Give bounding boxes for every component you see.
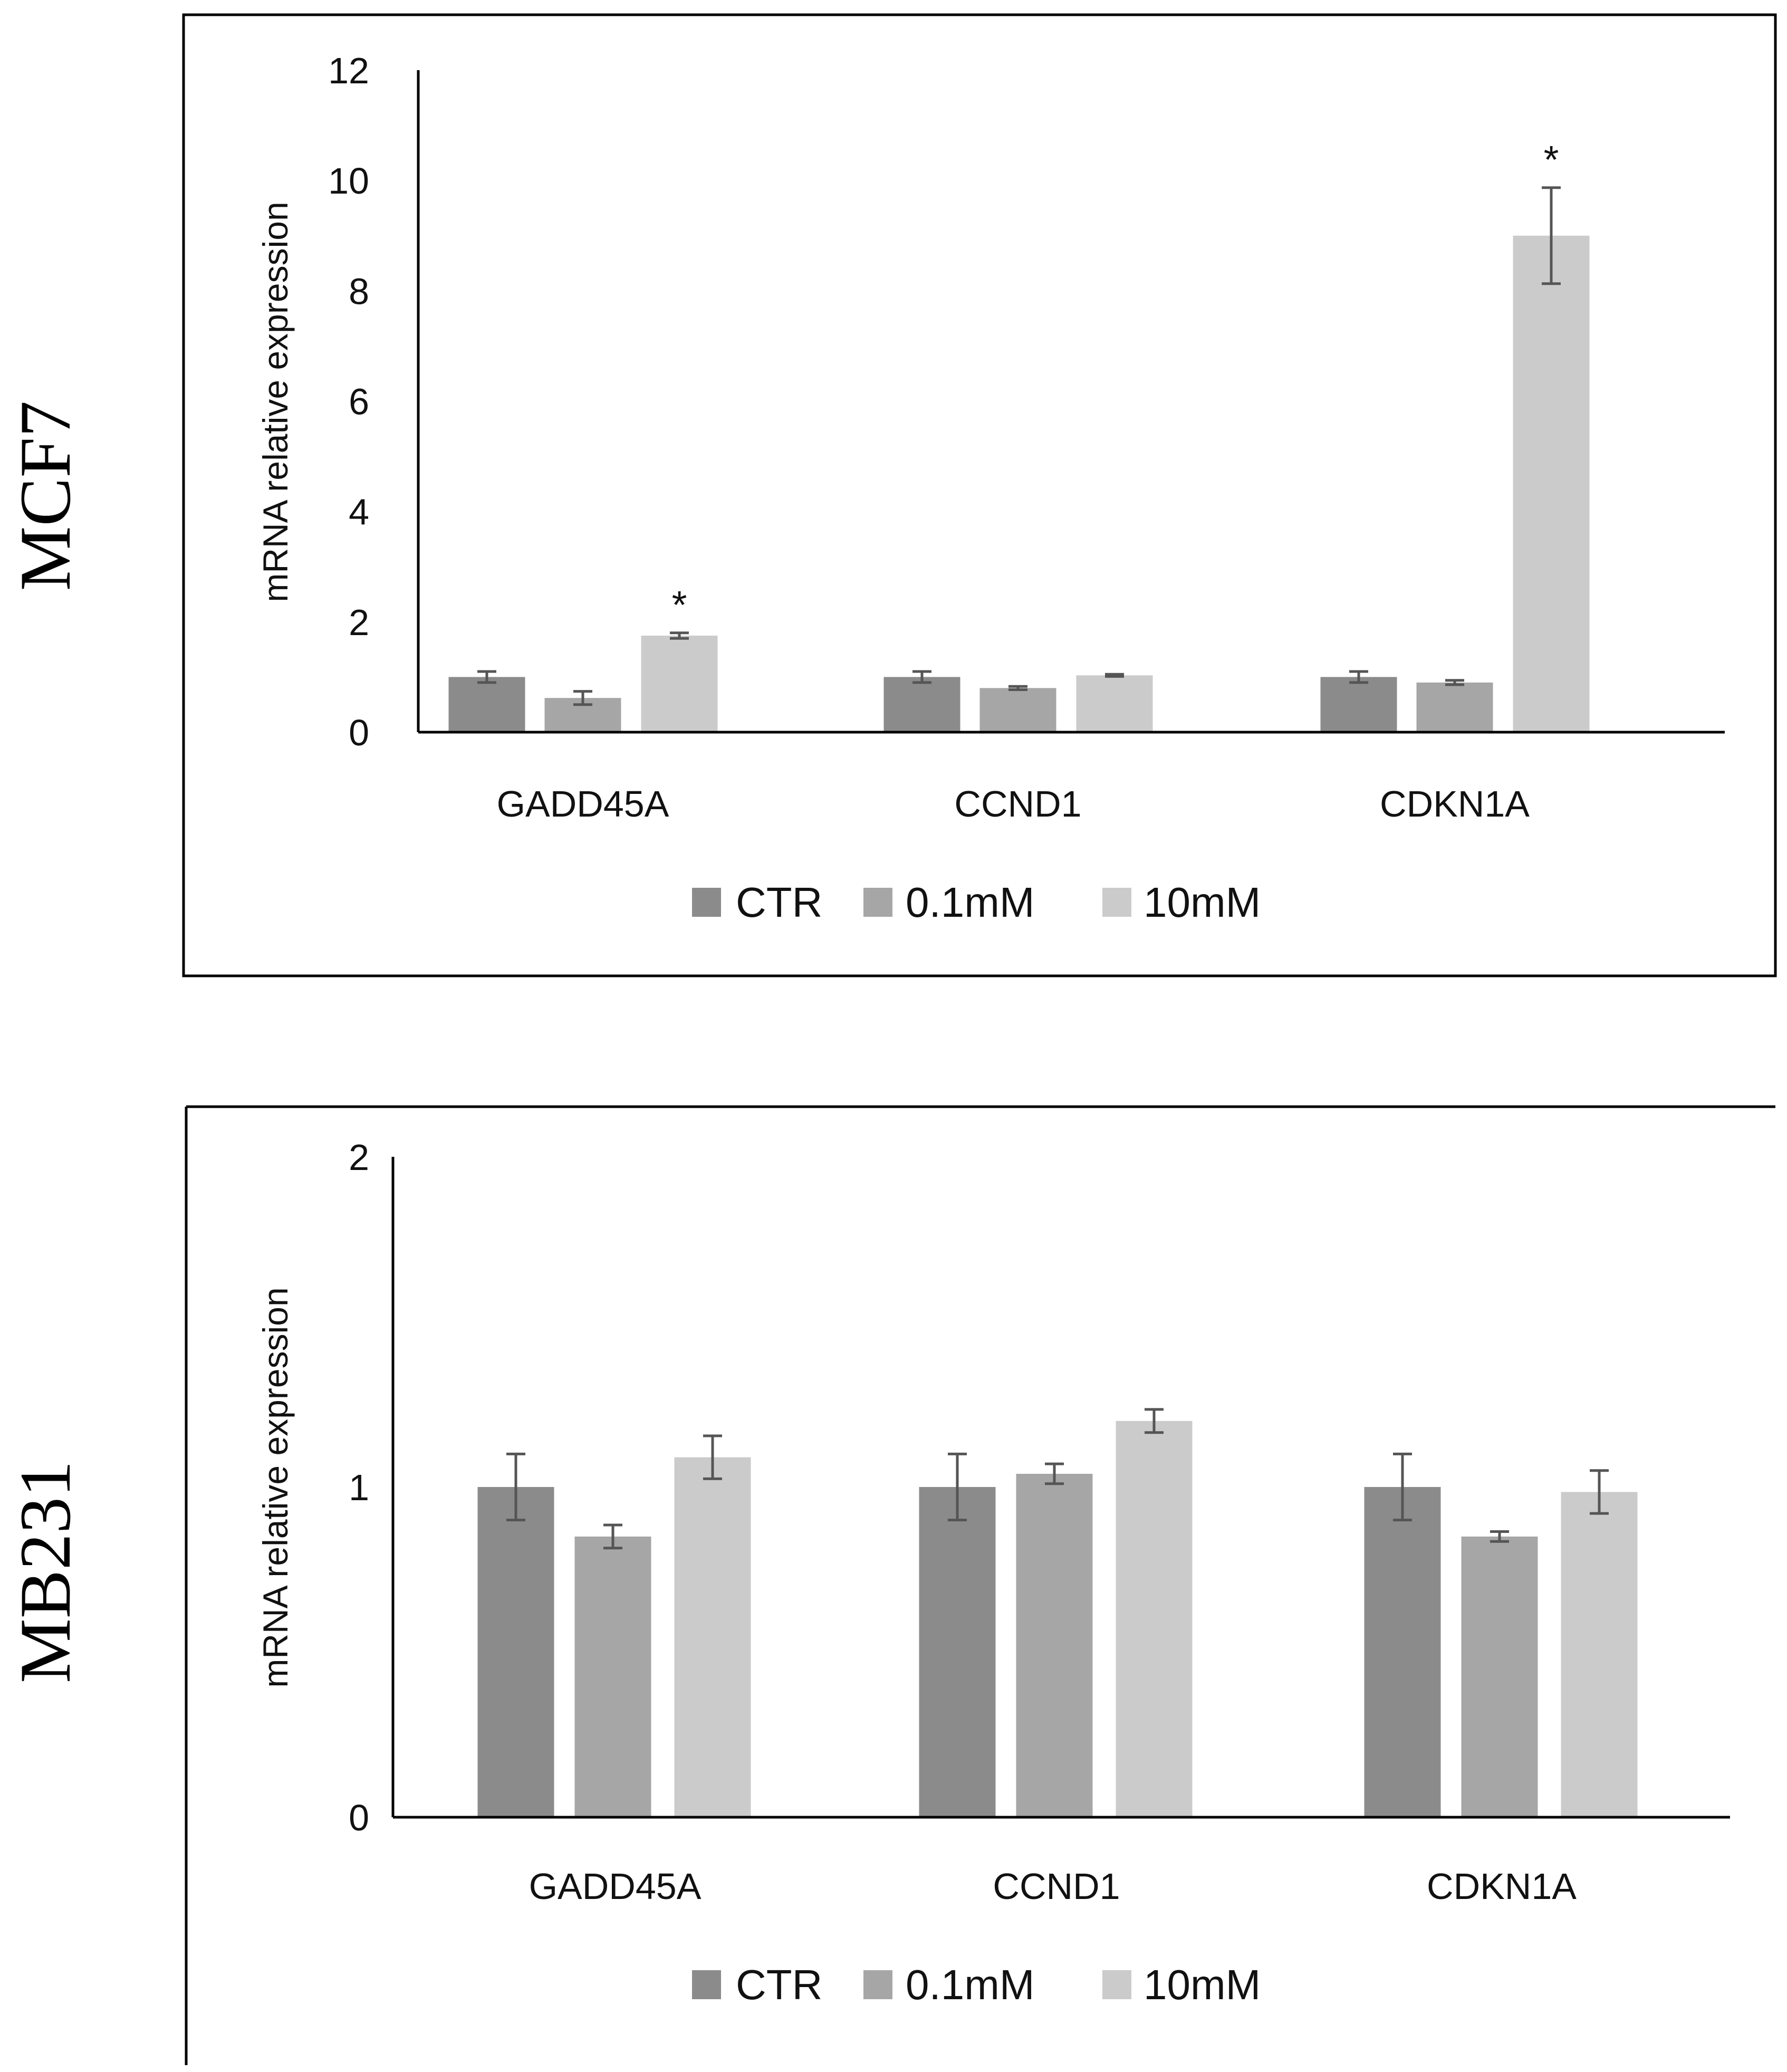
mb231-y-axis-title: mRNA relative expression — [256, 1287, 295, 1687]
mb231-error-bar — [1145, 1408, 1164, 1434]
mb231-legend-swatch — [692, 1970, 721, 1999]
mb231-error-bar — [1393, 1452, 1412, 1522]
mcf7-bar-10mm-ccnd1 — [1076, 675, 1153, 732]
mb231-error-bar — [506, 1452, 525, 1522]
mcf7-x-category-label: CCND1 — [954, 783, 1081, 824]
mcf7-y-axis-title: mRNA relative expression — [256, 202, 295, 602]
mb231-error-bar — [703, 1434, 722, 1480]
mcf7-error-bar — [1445, 679, 1464, 686]
mcf7-legend-swatch — [692, 888, 721, 917]
mb231-legend-label: CTR — [736, 1961, 822, 2008]
mcf7-bar-ctr-ccnd1 — [883, 677, 960, 732]
mb231-legend-label: 0.1mM — [906, 1961, 1035, 2008]
mcf7-legend-label: 10mM — [1144, 879, 1261, 926]
mb231-y-tick-label: 1 — [349, 1467, 369, 1508]
mcf7-bar-01mm-ccnd1 — [979, 688, 1056, 732]
mcf7-y-tick-label: 2 — [349, 602, 369, 643]
mb231-bar-01mm-gadd45a — [574, 1536, 651, 1817]
mb231-legend-swatch — [1102, 1970, 1131, 1999]
mb231-error-bar — [1045, 1462, 1064, 1485]
mb231-error-bar — [1590, 1469, 1609, 1515]
mcf7-y-tick-label: 0 — [349, 712, 369, 753]
mb231-error-bar — [603, 1523, 622, 1550]
mcf7-legend-label: 0.1mM — [906, 879, 1035, 926]
mb231-bar-ctr-gadd45a — [477, 1487, 554, 1817]
mb231-bar-ctr-ccnd1 — [919, 1487, 996, 1817]
mb231-x-category-label: CCND1 — [993, 1866, 1120, 1907]
mcf7-y-tick-label: 4 — [349, 492, 369, 533]
mcf7-chart: 0 2 4 6 8 10 12 * * GADD45A CCND1 CDKN1A CTR 0.1mM 10m… — [328, 50, 1725, 926]
mb231-bar-01mm-ccnd1 — [1016, 1473, 1093, 1817]
mcf7-error-bar — [912, 670, 931, 684]
mb231-bar-10mm-gadd45a — [674, 1457, 751, 1817]
mb231-bar-ctr-cdkn1a — [1364, 1487, 1441, 1817]
mcf7-error-bar — [1349, 670, 1368, 684]
mcf7-y-tick-label: 6 — [349, 381, 369, 423]
mb231-bar-10mm-cdkn1a — [1561, 1492, 1638, 1817]
mcf7-bar-01mm-cdkn1a — [1416, 682, 1493, 732]
mcf7-panel-label: MCF7 — [5, 401, 85, 591]
mcf7-error-bar — [670, 631, 689, 640]
mb231-error-bar — [1490, 1530, 1509, 1543]
mcf7-x-category-label: GADD45A — [497, 783, 669, 824]
mcf7-legend-swatch — [1102, 888, 1131, 917]
mcf7-significance-marker: * — [1544, 138, 1559, 181]
mb231-x-category-label: GADD45A — [529, 1866, 702, 1907]
mb231-y-tick-label: 2 — [349, 1137, 369, 1178]
mcf7-legend-swatch — [863, 888, 892, 917]
mcf7-legend-label: CTR — [736, 879, 822, 926]
mb231-panel-frame — [185, 1105, 1775, 2065]
mcf7-significance-marker: * — [672, 583, 687, 627]
mcf7-error-bar — [573, 690, 592, 706]
mcf7-bar-ctr-cdkn1a — [1320, 677, 1397, 732]
mcf7-bar-ctr-gadd45a — [448, 677, 525, 732]
mb231-bar-01mm-cdkn1a — [1461, 1536, 1538, 1817]
mb231-error-bar — [948, 1452, 967, 1522]
mb231-legend-label: 10mM — [1144, 1961, 1261, 2008]
mcf7-error-bar — [477, 670, 496, 684]
mcf7-x-category-label: CDKN1A — [1380, 783, 1530, 824]
mcf7-bar-10mm-cdkn1a — [1513, 235, 1590, 732]
mcf7-bar-10mm-gadd45a — [641, 635, 718, 732]
mb231-legend-swatch — [863, 1970, 892, 1999]
mcf7-error-bar — [1008, 685, 1027, 691]
mcf7-y-tick-label: 8 — [349, 271, 369, 312]
mb231-chart: 0 1 2 GADD45A CCND1 CDKN1A CTR 0.1mM 10mM — [349, 1137, 1730, 2008]
mcf7-error-bar — [1105, 673, 1124, 678]
mb231-panel-label: MB231 — [5, 1461, 85, 1683]
mcf7-panel-frame — [182, 13, 1777, 977]
mcf7-y-tick-label: 12 — [328, 50, 369, 91]
mcf7-y-tick-label: 10 — [328, 160, 369, 202]
mb231-x-category-label: CDKN1A — [1427, 1866, 1577, 1907]
mb231-y-tick-label: 0 — [349, 1797, 369, 1838]
mcf7-error-bar — [1542, 186, 1561, 285]
mb231-bar-10mm-ccnd1 — [1116, 1421, 1193, 1817]
